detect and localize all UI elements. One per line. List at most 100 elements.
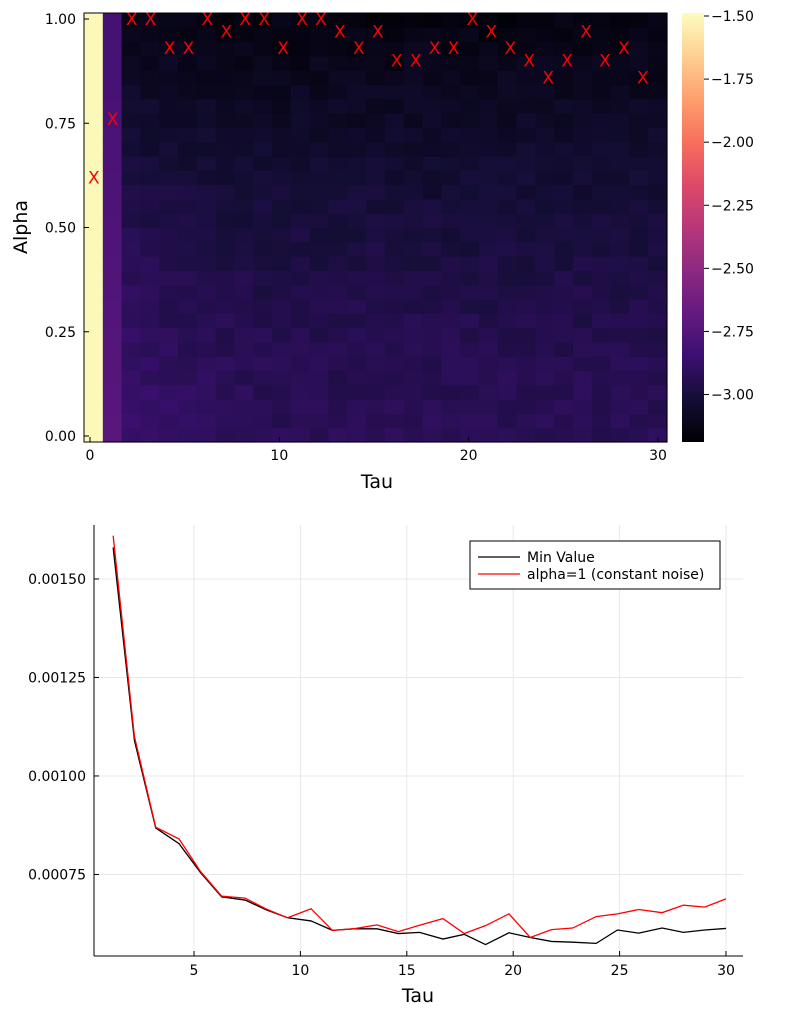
heatmap-cell — [196, 370, 217, 386]
heatmap-cell — [478, 227, 499, 243]
heatmap-cell — [366, 127, 386, 143]
heatmap-cell — [102, 313, 123, 329]
heatmap-cell — [272, 141, 292, 157]
heatmap-cell — [328, 184, 348, 200]
heatmap-cell — [178, 84, 198, 100]
heatmap-cell — [554, 141, 574, 157]
heatmap-cell — [234, 427, 254, 443]
heatmap-cell — [159, 299, 179, 314]
heatmap-cell — [572, 399, 593, 414]
heatmap-cell — [84, 84, 104, 100]
heatmap-cell — [403, 198, 424, 214]
heatmap-cell — [159, 370, 179, 386]
heatmap-cell — [478, 284, 499, 300]
heatmap-cell — [535, 170, 555, 186]
heatmap-cell — [591, 113, 612, 128]
heatmap-cell — [384, 13, 405, 28]
heatmap-cell — [516, 270, 536, 286]
heatmap-cell — [84, 127, 104, 143]
heatmap-cell — [648, 241, 668, 257]
heatmap-cell — [629, 213, 649, 229]
heatmap-cell — [403, 98, 424, 114]
heatmap-cell — [441, 384, 461, 400]
heatmap-cell — [610, 41, 630, 57]
heatmap-cell — [253, 213, 273, 229]
min-marker: X — [391, 52, 403, 72]
heatmap-cell — [121, 70, 142, 86]
heatmap-cell — [290, 241, 311, 257]
heatmap-cell — [460, 313, 480, 329]
heatmap-cell — [497, 327, 518, 343]
heatmap-cell — [629, 227, 649, 243]
heatmap-cell — [572, 413, 593, 429]
heatmap-cell — [121, 27, 142, 43]
heatmap-cell — [497, 127, 518, 143]
heatmap-cell — [178, 241, 198, 257]
heatmap-cell — [403, 256, 424, 271]
heatmap-cell — [253, 98, 273, 114]
heatmap-cell — [648, 299, 668, 314]
heatmap-cell — [272, 327, 292, 343]
heatmap-cell — [591, 84, 612, 100]
heatmap-cell — [366, 198, 386, 214]
heatmap-cell — [215, 299, 236, 314]
heatmap-cell — [384, 356, 405, 372]
heatmap-cell — [591, 413, 612, 429]
heatmap-cell — [290, 113, 311, 128]
heatmap-cell — [572, 70, 593, 86]
heatmap-cell — [234, 98, 254, 114]
heatmap-cell — [159, 198, 179, 214]
heatmap-cell — [460, 241, 480, 257]
heatmap-cell — [384, 84, 405, 100]
heatmap-cell — [629, 113, 649, 128]
heatmap-cell — [610, 270, 630, 286]
heatmap-cell — [648, 213, 668, 229]
heatmap-cell — [140, 413, 160, 429]
heatmap-cell — [159, 213, 179, 229]
heatmap-cell — [497, 413, 518, 429]
min-marker: X — [145, 10, 157, 30]
heatmap-cell — [84, 227, 104, 243]
heatmap-cell — [572, 341, 593, 357]
heatmap-cell — [629, 84, 649, 100]
heatmap-cell — [309, 313, 330, 329]
heatmap-cell — [629, 341, 649, 357]
heatmap-cell — [422, 213, 442, 229]
heatmap-cell — [366, 384, 386, 400]
heatmap-cell — [384, 256, 405, 271]
heatmap-cell — [572, 55, 593, 71]
heatmap-cell — [290, 55, 311, 71]
heatmap-cell — [384, 113, 405, 128]
heatmap-cell — [403, 313, 424, 329]
heatmap-cell — [366, 427, 386, 443]
heatmap-cell — [159, 113, 179, 128]
heatmap-cell — [648, 327, 668, 343]
heatmap-cell — [366, 356, 386, 372]
heatmap-cell — [290, 98, 311, 114]
heatmap-cell — [121, 141, 142, 157]
heatmap-cell — [234, 327, 254, 343]
colorbar-tick-label: −2.00 — [711, 135, 754, 151]
heatmap-cell — [234, 70, 254, 86]
heatmap-cell — [572, 327, 593, 343]
heatmap-cell — [403, 113, 424, 128]
heatmap-cell — [384, 284, 405, 300]
heatmap-cell — [554, 156, 574, 171]
heatmap-cell — [648, 141, 668, 157]
min-marker: X — [372, 23, 384, 43]
heatmap-cell — [591, 256, 612, 271]
heatmap-cell — [159, 256, 179, 271]
heatmap-cell — [215, 141, 236, 157]
heatmap-cell — [610, 198, 630, 214]
heatmap-cell — [516, 256, 536, 271]
heatmap-cell — [591, 213, 612, 229]
min-marker: X — [467, 10, 479, 30]
heatmap-cell — [290, 156, 311, 171]
heatmap-cell — [460, 156, 480, 171]
heatmap-cell — [196, 184, 217, 200]
heatmap-cell — [460, 70, 480, 86]
heatmap-cell — [648, 98, 668, 114]
heatmap-cell — [478, 184, 499, 200]
heatmap-cell — [629, 13, 649, 28]
line-series-group — [112, 535, 727, 946]
